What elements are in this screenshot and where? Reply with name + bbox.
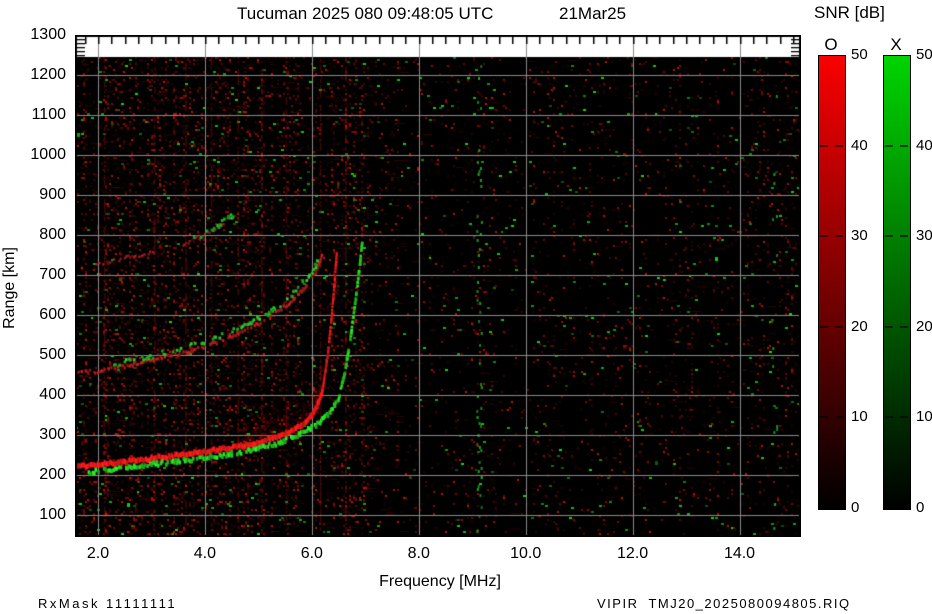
colorbar-title: SNR [dB] [814, 3, 885, 22]
y-tick-label: 500 [39, 346, 66, 363]
o-colorbar-tick-label: 40 [851, 136, 868, 154]
o-colorbar-tick-label: 0 [851, 499, 860, 516]
data-file-label: VIPIR TMJ20_2025080094805.RIQ [597, 596, 851, 611]
colorbar-tick-dash [835, 325, 843, 328]
x-colorbar-tick-label: 0 [916, 499, 925, 516]
o-colorbar-tick-label: 30 [851, 227, 868, 245]
colorbar-tick-dash [835, 144, 843, 147]
y-tick-label: 1000 [30, 146, 66, 163]
y-tick-label: 800 [39, 226, 66, 243]
colorbar-tick-dash [900, 416, 908, 419]
colorbar-tick-dash [885, 325, 893, 328]
x-mode-label: X [890, 35, 902, 54]
y-tick-label: 300 [39, 426, 66, 443]
x-tick-label: 2.0 [86, 545, 110, 562]
colorbar-tick-dash [885, 416, 893, 419]
x-colorbar-tick-label: 10 [916, 408, 932, 426]
y-axis-label: Range [km] [1, 247, 18, 329]
colorbar-tick-dash [900, 144, 908, 147]
colorbar-tick-dash [900, 325, 908, 328]
x-colorbar-tick-label: 20 [916, 317, 932, 335]
y-tick-label: 700 [39, 266, 66, 283]
x-axis-label: Frequency [MHz] [379, 573, 501, 590]
y-tick-label: 1300 [30, 26, 66, 43]
colorbar-tick-dash [885, 144, 893, 147]
colorbar-tick-dash [885, 235, 893, 238]
colorbar-tick-dash [835, 416, 843, 419]
x-tick-label: 12.0 [617, 545, 649, 562]
x-tick-label: 4.0 [193, 545, 217, 562]
y-tick-label: 400 [39, 386, 66, 403]
colorbar-tick-dash [820, 144, 828, 147]
o-mode-label: O [824, 35, 838, 54]
colorbar-tick-dash [820, 235, 828, 238]
y-tick-label: 200 [39, 466, 66, 483]
y-tick-label: 1200 [30, 66, 66, 83]
ionogram-plot-canvas [75, 35, 801, 537]
colorbar-tick-dash [900, 235, 908, 238]
plot-date: 21Mar25 [559, 4, 627, 23]
colorbar-tick-dash [835, 235, 843, 238]
x-colorbar-tick-label: 40 [916, 136, 932, 154]
rxmask-label: RxMask 11111111 [38, 596, 178, 611]
o-colorbar-tick-label: 10 [851, 408, 868, 426]
x-colorbar-tick-label: 30 [916, 227, 932, 245]
o-mode-colorbar [818, 55, 846, 510]
y-tick-label: 1100 [31, 106, 66, 123]
x-mode-colorbar [883, 55, 911, 510]
colorbar-tick-dash [820, 416, 828, 419]
x-tick-label: 14.0 [723, 545, 756, 562]
plot-title: Tucuman 2025 080 09:48:05 UTC [237, 4, 494, 23]
y-tick-label: 600 [39, 306, 66, 323]
o-colorbar-tick-label: 50 [851, 46, 868, 63]
x-tick-label: 10.0 [510, 545, 542, 562]
colorbar-tick-dash [820, 325, 828, 328]
y-tick-label: 100 [39, 506, 66, 523]
x-colorbar-tick-label: 50 [916, 46, 932, 63]
x-tick-label: 6.0 [300, 545, 323, 562]
x-tick-label: 8.0 [407, 545, 430, 562]
o-colorbar-tick-label: 20 [851, 317, 868, 335]
y-tick-label: 900 [39, 186, 66, 203]
